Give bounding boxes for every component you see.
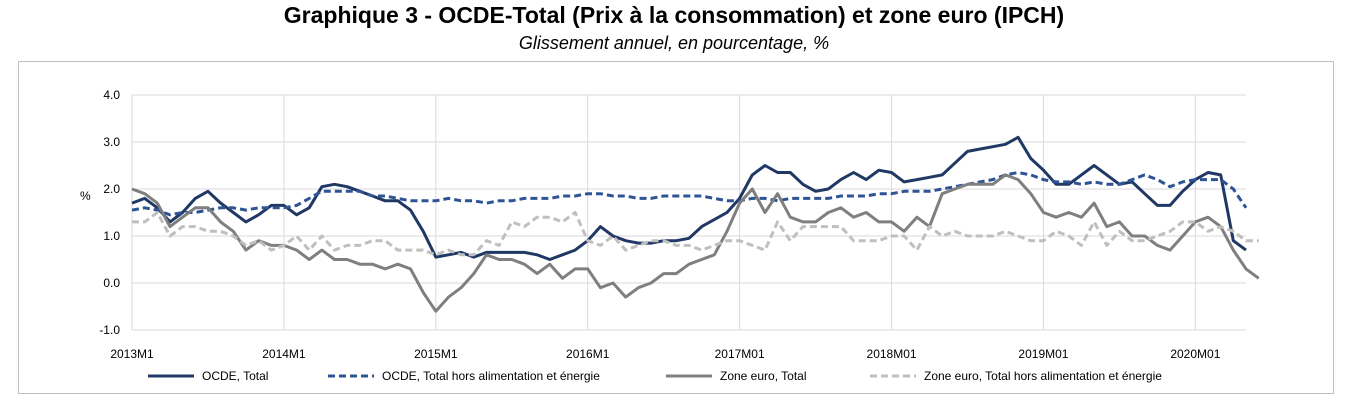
series-line-0 <box>131 135 1247 261</box>
x-tick-label: 2013M1 <box>110 347 154 361</box>
gridlines <box>131 94 1246 331</box>
legend: OCDE, Total OCDE, Total hors alimentation… <box>148 369 1162 383</box>
x-axis-ticks: 2013M1 2014M1 2015M1 2016M1 2017M01 2018M01 20… <box>110 347 1220 361</box>
legend-label-2: Zone euro, Total <box>720 369 807 383</box>
chart-subtitle: Glissement annuel, en pourcentage, % <box>518 33 830 53</box>
x-tick-label: 2018M01 <box>867 347 917 361</box>
x-tick-label: 2014M1 <box>262 347 306 361</box>
legend-label-0: OCDE, Total <box>202 369 268 383</box>
y-tick-label: 4.0 <box>103 88 120 102</box>
legend-label-1: OCDE, Total hors alimentation et énergie <box>382 369 600 383</box>
x-tick-label: 2015M1 <box>414 347 458 361</box>
x-tick-label: 2019M01 <box>1018 347 1068 361</box>
y-tick-label: 2.0 <box>103 182 120 196</box>
x-tick-label: 2017M01 <box>715 347 765 361</box>
y-axis-label: % <box>80 189 91 203</box>
series-line-3 <box>132 211 1259 257</box>
chart-frame <box>18 61 1334 394</box>
series-line-1 <box>131 171 1248 217</box>
legend-label-3: Zone euro, Total hors alimentation et én… <box>924 369 1162 383</box>
y-tick-label: 3.0 <box>103 135 120 149</box>
series-lines <box>131 135 1260 313</box>
x-tick-label: 2020M01 <box>1170 347 1220 361</box>
series-line-2 <box>131 173 1260 313</box>
y-tick-label: -1.0 <box>99 323 120 337</box>
y-axis-ticks: 4.0 3.0 2.0 1.0 0.0 -1.0 <box>99 88 120 337</box>
y-tick-label: 1.0 <box>103 229 120 243</box>
chart-title: Graphique 3 - OCDE-Total (Prix à la cons… <box>283 2 1065 28</box>
y-tick-label: 0.0 <box>103 276 120 290</box>
x-tick-label: 2016M1 <box>566 347 610 361</box>
